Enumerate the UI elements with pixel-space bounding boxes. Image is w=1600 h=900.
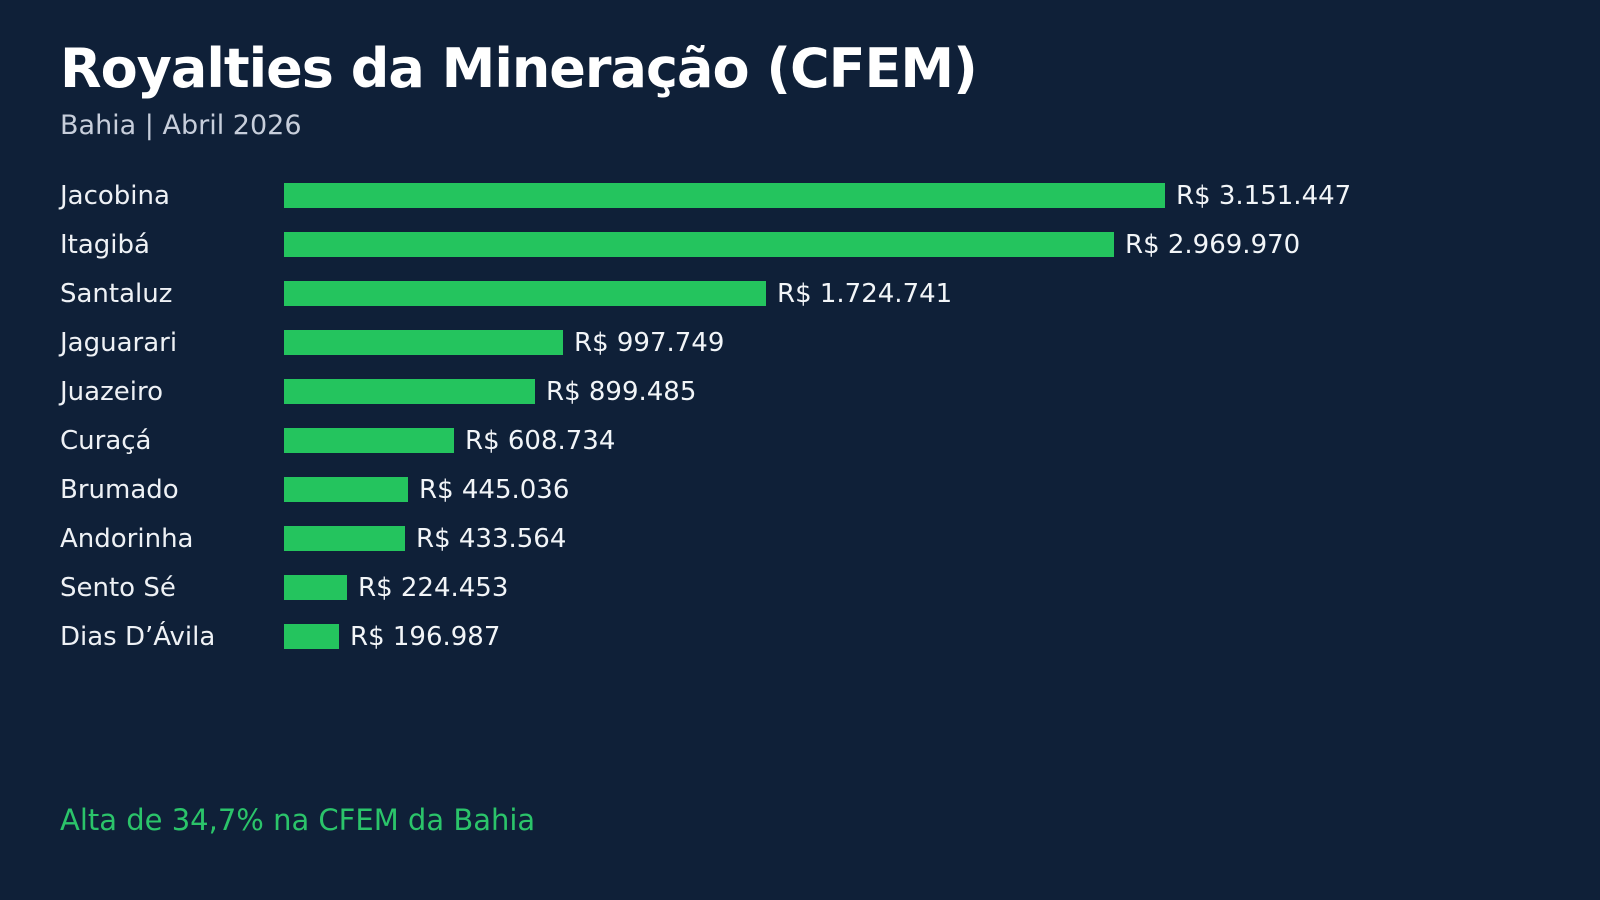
bar [284,624,339,649]
bar-row: Brumado R$ 445.036 [0,465,1600,514]
bar [284,575,347,600]
bar-row: Dias D’Ávila R$ 196.987 [0,612,1600,661]
bar [284,428,454,453]
category-label: Jacobina [60,180,170,211]
category-label: Juazeiro [60,376,163,407]
bar [284,281,766,306]
value-label: R$ 899.485 [546,376,697,407]
bar-row: Santaluz R$ 1.724.741 [0,269,1600,318]
bar [284,477,408,502]
bar-chart: Jacobina R$ 3.151.447 Itagibá R$ 2.969.970 S… [0,171,1600,661]
chart-title: Royalties da Mineração (CFEM) [60,37,978,100]
bar-row: Jaguarari R$ 997.749 [0,318,1600,367]
category-label: Brumado [60,474,179,505]
value-label: R$ 2.969.970 [1125,229,1301,260]
category-label: Itagibá [60,229,150,260]
value-label: R$ 608.734 [465,425,616,456]
bar-row: Jacobina R$ 3.151.447 [0,171,1600,220]
value-label: R$ 445.036 [419,474,570,505]
footer-note: Alta de 34,7% na CFEM da Bahia [60,803,536,837]
bar-row: Sento Sé R$ 224.453 [0,563,1600,612]
value-label: R$ 1.724.741 [777,278,953,309]
category-label: Curaçá [60,425,152,456]
bar [284,526,405,551]
value-label: R$ 3.151.447 [1176,180,1352,211]
value-label: R$ 433.564 [416,523,567,554]
bar [284,379,535,404]
bar-row: Andorinha R$ 433.564 [0,514,1600,563]
bar-row: Juazeiro R$ 899.485 [0,367,1600,416]
value-label: R$ 997.749 [574,327,725,358]
bar [284,232,1114,257]
chart-subtitle: Bahia | Abril 2026 [60,110,302,141]
category-label: Santaluz [60,278,173,309]
category-label: Jaguarari [60,327,178,358]
value-label: R$ 196.987 [350,621,501,652]
value-label: R$ 224.453 [358,572,509,603]
category-label: Andorinha [60,523,194,554]
bar [284,183,1165,208]
bar-row: Curaçá R$ 608.734 [0,416,1600,465]
bar-row: Itagibá R$ 2.969.970 [0,220,1600,269]
bar [284,330,563,355]
category-label: Sento Sé [60,572,176,603]
category-label: Dias D’Ávila [60,621,216,652]
